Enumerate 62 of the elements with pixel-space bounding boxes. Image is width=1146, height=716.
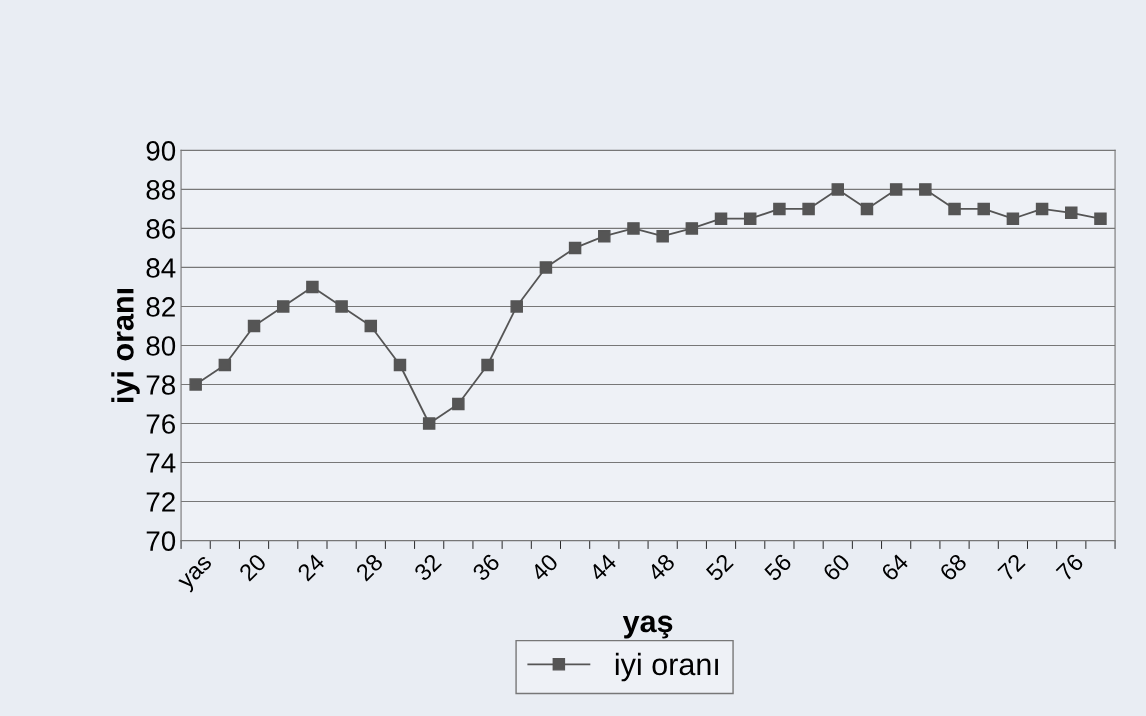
point xyxy=(335,300,348,313)
point xyxy=(1065,206,1078,220)
x-tick-label: 32 xyxy=(413,552,443,582)
point xyxy=(860,202,874,216)
point xyxy=(510,300,523,313)
y-tick-label: 76 xyxy=(146,414,175,434)
point xyxy=(1094,212,1107,225)
y-tick-label: 82 xyxy=(146,297,175,317)
point xyxy=(919,183,932,196)
y-tick-label: 80 xyxy=(146,336,176,356)
x-tick-label: 48 xyxy=(646,552,676,583)
x-tick-label: 28 xyxy=(355,552,384,582)
x-tick-label: 76 xyxy=(1055,552,1085,582)
point xyxy=(481,358,494,372)
y-tick-label: 70 xyxy=(146,531,176,551)
y-axis-title: iyi oranı xyxy=(111,289,140,402)
y-tick-label: 84 xyxy=(146,258,176,278)
y-tick-label: 72 xyxy=(146,492,175,512)
point xyxy=(568,241,582,255)
x-tick-label: 20 xyxy=(238,552,268,582)
x-tick-label: 40 xyxy=(529,552,560,583)
x-tick-label: 72 xyxy=(997,552,1026,582)
point xyxy=(831,183,845,196)
x-tick-label: 64 xyxy=(880,552,910,582)
x-axis-title: yaş xyxy=(622,615,673,639)
y-tick-label: 86 xyxy=(146,219,175,239)
x-tick-label: 44 xyxy=(588,552,618,582)
x-tick-label: 52 xyxy=(705,552,734,582)
point xyxy=(627,222,640,235)
x-tick-label: 24 xyxy=(296,552,326,582)
x-tick-label: 56 xyxy=(763,552,793,582)
y-tick-label: 88 xyxy=(146,180,175,200)
point xyxy=(977,202,990,216)
point xyxy=(948,202,961,216)
x-tick-label: 68 xyxy=(938,552,968,582)
point xyxy=(685,222,699,235)
x-tick-label: yas xyxy=(178,555,216,594)
y-tick-label: 74 xyxy=(146,453,176,473)
point xyxy=(773,202,786,216)
point xyxy=(422,417,436,430)
point xyxy=(743,212,757,225)
point xyxy=(714,212,728,225)
point xyxy=(306,280,319,294)
point xyxy=(189,378,202,391)
x-tick-label: 36 xyxy=(471,552,501,582)
point xyxy=(889,183,903,196)
point xyxy=(1035,202,1049,216)
point xyxy=(802,202,815,216)
y-tick-label: 78 xyxy=(146,375,175,395)
x-tick-label: 60 xyxy=(822,552,851,582)
point xyxy=(218,358,232,372)
point xyxy=(276,300,290,313)
y-tick-label: 90 xyxy=(146,141,176,161)
point xyxy=(364,319,378,333)
point xyxy=(539,261,553,274)
point xyxy=(393,358,407,372)
point xyxy=(452,397,465,411)
point xyxy=(247,319,261,333)
point xyxy=(598,229,611,243)
point xyxy=(1006,212,1020,225)
legend-label: iyi oranı xyxy=(615,652,718,682)
point xyxy=(656,229,669,243)
